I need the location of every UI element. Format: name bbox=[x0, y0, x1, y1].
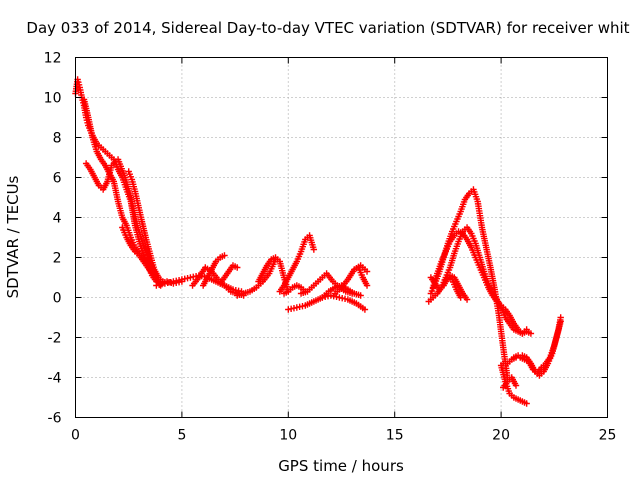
series-arc-10 bbox=[234, 256, 279, 299]
plot-frame bbox=[75, 57, 608, 418]
data-point bbox=[234, 264, 241, 271]
series-arc-23 bbox=[442, 272, 471, 303]
data-point bbox=[310, 246, 318, 253]
y-tick-label: 0 bbox=[53, 291, 62, 307]
series-arc-9 bbox=[217, 262, 241, 287]
data-point bbox=[512, 382, 520, 389]
data-point bbox=[523, 400, 530, 407]
y-tick-label: 8 bbox=[53, 131, 62, 147]
series-arc-11 bbox=[255, 254, 292, 295]
chart-title: Day 033 of 2014, Sidereal Day-to-day VTE… bbox=[26, 19, 629, 37]
data-points bbox=[72, 76, 564, 407]
data-point bbox=[361, 306, 369, 313]
x-tick-label: 20 bbox=[492, 428, 510, 444]
y-axis-label: SDTVAR / TECUs bbox=[4, 175, 22, 298]
data-point bbox=[363, 282, 371, 289]
x-tick-label: 10 bbox=[279, 428, 297, 444]
series-arc-21 bbox=[425, 224, 535, 337]
y-tick-label: 6 bbox=[53, 171, 62, 187]
series-arc-8 bbox=[199, 252, 228, 289]
x-tick-label: 25 bbox=[599, 428, 617, 444]
y-tick-label: 4 bbox=[53, 211, 62, 227]
grid bbox=[75, 57, 608, 418]
data-point bbox=[463, 296, 471, 303]
series-arc-12 bbox=[276, 232, 318, 295]
y-tick-label: -2 bbox=[48, 331, 62, 347]
data-point bbox=[221, 252, 228, 259]
series-arc-4 bbox=[125, 168, 166, 285]
series-arc-19 bbox=[427, 186, 511, 381]
series-arc-27 bbox=[500, 374, 520, 391]
data-point bbox=[357, 292, 364, 299]
series-arc-14 bbox=[285, 292, 369, 313]
y-tick-label: 12 bbox=[44, 51, 62, 67]
data-point bbox=[363, 268, 371, 275]
data-point bbox=[557, 318, 564, 325]
y-tick-label: 2 bbox=[53, 251, 62, 267]
x-axis-label: GPS time / hours bbox=[278, 457, 404, 475]
x-tick-label: 0 bbox=[71, 428, 80, 444]
y-tick-label: -6 bbox=[48, 411, 62, 427]
series-arc-5 bbox=[119, 224, 156, 277]
series-arc-26 bbox=[510, 318, 564, 379]
axis-ticks: 0 5 10 15 20 25 -6 -4 -2 0 2 4 6 8 10 12 bbox=[44, 51, 617, 444]
x-tick-label: 5 bbox=[177, 428, 186, 444]
series-arc-3 bbox=[82, 156, 160, 281]
data-point bbox=[527, 330, 535, 337]
series-arc-7 bbox=[189, 264, 247, 299]
series-arc-18 bbox=[355, 264, 371, 289]
series-arc-17 bbox=[319, 282, 364, 301]
x-tick-label: 15 bbox=[386, 428, 404, 444]
data-point bbox=[148, 270, 156, 277]
y-tick-label: 10 bbox=[44, 91, 62, 107]
y-tick-label: -4 bbox=[48, 371, 62, 387]
